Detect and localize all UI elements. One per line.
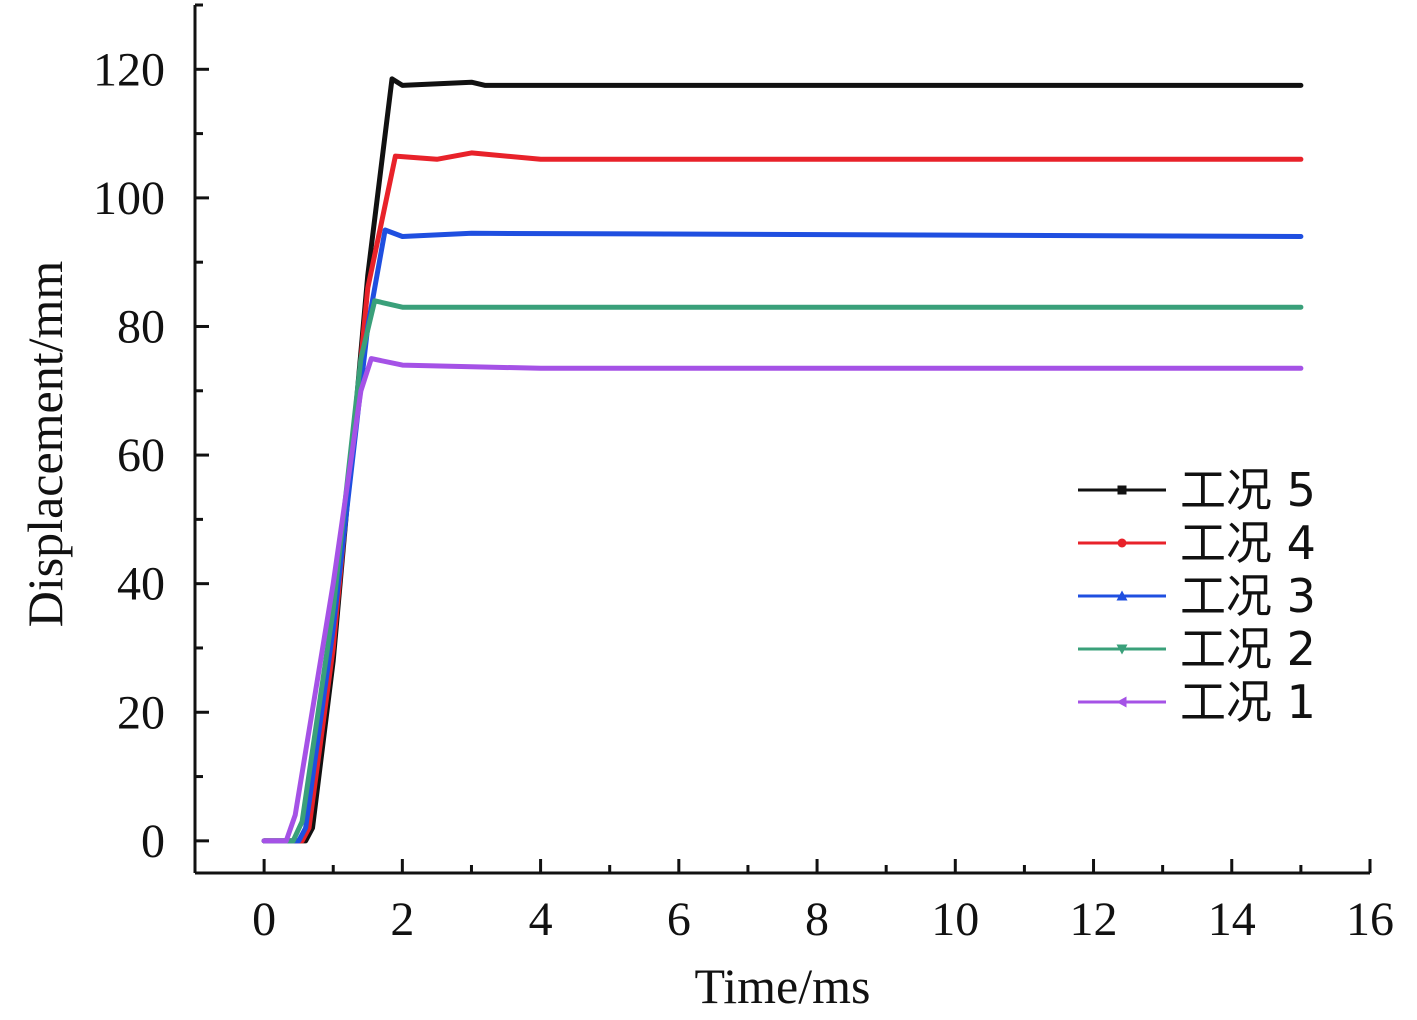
x-tick-label: 2: [390, 893, 414, 946]
legend-marker: [1116, 590, 1128, 601]
legend-label: 工况 4: [1180, 516, 1316, 570]
series-line-2: [261, 150, 1304, 844]
y-tick-label: 60: [117, 429, 165, 482]
series-layer: [261, 76, 1304, 844]
legend-item: 工况 5: [1078, 463, 1316, 517]
legend-item: 工况 3: [1078, 569, 1316, 623]
x-axis-title: Time/ms: [694, 958, 870, 1014]
legend-item: 工况 2: [1078, 622, 1316, 676]
x-tick-label: 8: [805, 893, 829, 946]
y-axis-title: Displacement/mm: [17, 261, 73, 628]
legend-label: 工况 2: [1180, 622, 1316, 676]
x-tick-label: 0: [252, 893, 276, 946]
legend-label: 工况 3: [1180, 569, 1316, 623]
series-line-5: [261, 356, 1304, 844]
y-tick-label: 120: [93, 43, 165, 96]
series-line-3: [261, 227, 1304, 844]
legend-marker: [1116, 644, 1128, 655]
legend: 工况 5工况 4工况 3工况 2工况 1: [1078, 463, 1316, 729]
legend-marker: [1117, 538, 1127, 548]
legend-label: 工况 5: [1180, 463, 1316, 517]
y-tick-label: 100: [93, 172, 165, 225]
x-tick-label: 12: [1070, 893, 1118, 946]
y-tick-label: 80: [117, 300, 165, 353]
x-tick-label: 4: [529, 893, 553, 946]
series-line-4: [261, 298, 1304, 844]
y-tick-label: 0: [141, 815, 165, 868]
x-tick-label: 14: [1208, 893, 1256, 946]
y-tick-label: 40: [117, 558, 165, 611]
legend-item: 工况 4: [1078, 516, 1316, 570]
x-tick-label: 16: [1346, 893, 1394, 946]
legend-marker: [1117, 485, 1127, 495]
legend-marker: [1116, 696, 1127, 708]
axes-layer: [193, 5, 1370, 875]
y-tick-label: 20: [117, 686, 165, 739]
legend-label: 工况 1: [1180, 675, 1316, 729]
tick-layer: 0 2 4 6 8 10 12 14 16 0 20 40 60 80 100 120: [93, 3, 1394, 946]
x-tick-label: 6: [667, 893, 691, 946]
series-line-1: [261, 76, 1304, 844]
x-tick-label: 10: [931, 893, 979, 946]
legend-item: 工况 1: [1078, 675, 1316, 729]
